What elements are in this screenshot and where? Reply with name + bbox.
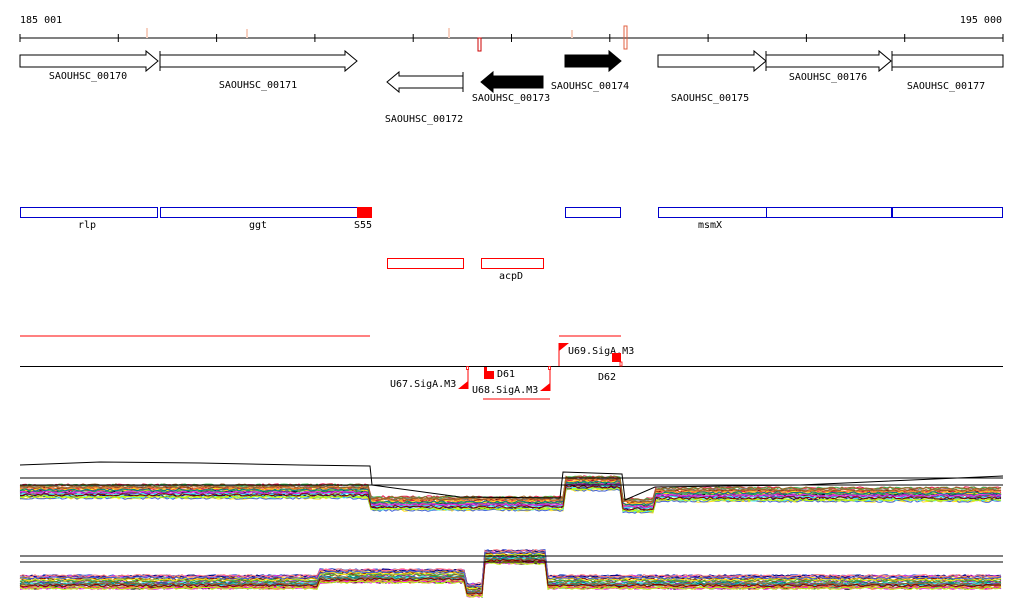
expression-line bbox=[19, 561, 1002, 598]
feature[interactable] bbox=[892, 207, 1003, 218]
site-label[interactable]: U68.SigA.M3 bbox=[472, 385, 538, 396]
ruler: 185 001 195 000 bbox=[19, 15, 1004, 52]
gene-SAOUHSC_00177[interactable]: SAOUHSC_00177 bbox=[891, 51, 1004, 92]
expression-line bbox=[19, 482, 1002, 508]
feature-label: S55 bbox=[354, 220, 372, 231]
marker bbox=[477, 37, 482, 52]
expression-line bbox=[19, 481, 1002, 507]
expression-line bbox=[19, 550, 1002, 588]
expression-track-2 bbox=[19, 549, 1003, 598]
feature-label: rlp bbox=[78, 220, 96, 231]
svg-text:SAOUHSC_00173: SAOUHSC_00173 bbox=[472, 93, 550, 104]
site-track: U69.SigA.M3 D62 U67.SigA.M3 D61 U68.SigA… bbox=[20, 335, 1003, 400]
svg-text:SAOUHSC_00177: SAOUHSC_00177 bbox=[907, 81, 985, 92]
svg-text:SAOUHSC_00170: SAOUHSC_00170 bbox=[49, 71, 127, 82]
expression-line bbox=[19, 461, 1004, 501]
gene-SAOUHSC_00174[interactable]: SAOUHSC_00174 bbox=[551, 49, 629, 92]
feature-acpd[interactable] bbox=[481, 258, 544, 269]
feature-label: acpD bbox=[499, 271, 523, 282]
gene-SAOUHSC_00175[interactable]: SAOUHSC_00175 bbox=[657, 49, 767, 104]
expression-line bbox=[19, 477, 1002, 503]
svg-text:SAOUHSC_00172: SAOUHSC_00172 bbox=[385, 114, 463, 125]
site-label[interactable]: U67.SigA.M3 bbox=[390, 379, 456, 390]
feature-s55[interactable] bbox=[357, 207, 372, 218]
expression-line bbox=[19, 476, 1002, 503]
expression-line bbox=[19, 549, 1002, 586]
expression-line bbox=[19, 558, 1002, 595]
rna-track: acpD bbox=[387, 258, 544, 282]
feature-msmx[interactable] bbox=[658, 207, 767, 218]
feature-ggt[interactable] bbox=[160, 207, 358, 218]
svg-text:SAOUHSC_00176: SAOUHSC_00176 bbox=[789, 72, 867, 83]
gene-SAOUHSC_00170[interactable]: SAOUHSC_00170 bbox=[19, 49, 159, 82]
feature[interactable] bbox=[766, 207, 892, 218]
expression-track-1 bbox=[19, 461, 1004, 514]
ruler-end: 195 000 bbox=[960, 15, 1002, 26]
site-label[interactable]: U69.SigA.M3 bbox=[568, 346, 634, 357]
feature-track: rlp ggt S55 msmX bbox=[20, 207, 1003, 231]
feature[interactable] bbox=[387, 258, 464, 269]
feature[interactable] bbox=[565, 207, 621, 218]
site-label[interactable]: D62 bbox=[598, 372, 616, 383]
expression-line bbox=[19, 480, 1002, 506]
feature-rlp[interactable] bbox=[20, 207, 158, 218]
svg-text:SAOUHSC_00175: SAOUHSC_00175 bbox=[671, 93, 749, 104]
svg-text:SAOUHSC_00174: SAOUHSC_00174 bbox=[551, 81, 629, 92]
gene-track: SAOUHSC_00170 SAOUHSC_00171 SAOUHSC_0017… bbox=[19, 49, 1004, 125]
feature-label: msmX bbox=[698, 220, 722, 231]
expression-line bbox=[19, 484, 1002, 511]
site-label[interactable]: D61 bbox=[497, 369, 515, 380]
gene-SAOUHSC_00176[interactable]: SAOUHSC_00176 bbox=[765, 49, 892, 83]
ruler-start: 185 001 bbox=[20, 15, 62, 26]
marker bbox=[623, 25, 628, 50]
svg-text:SAOUHSC_00171: SAOUHSC_00171 bbox=[219, 80, 297, 91]
gene-SAOUHSC_00172[interactable]: SAOUHSC_00172 bbox=[385, 70, 464, 125]
feature-label: ggt bbox=[249, 220, 267, 231]
expression-line bbox=[19, 552, 1002, 590]
gene-SAOUHSC_00171[interactable]: SAOUHSC_00171 bbox=[159, 49, 358, 91]
expression-line bbox=[19, 487, 1001, 513]
gene-SAOUHSC_00173[interactable]: SAOUHSC_00173 bbox=[472, 70, 550, 104]
